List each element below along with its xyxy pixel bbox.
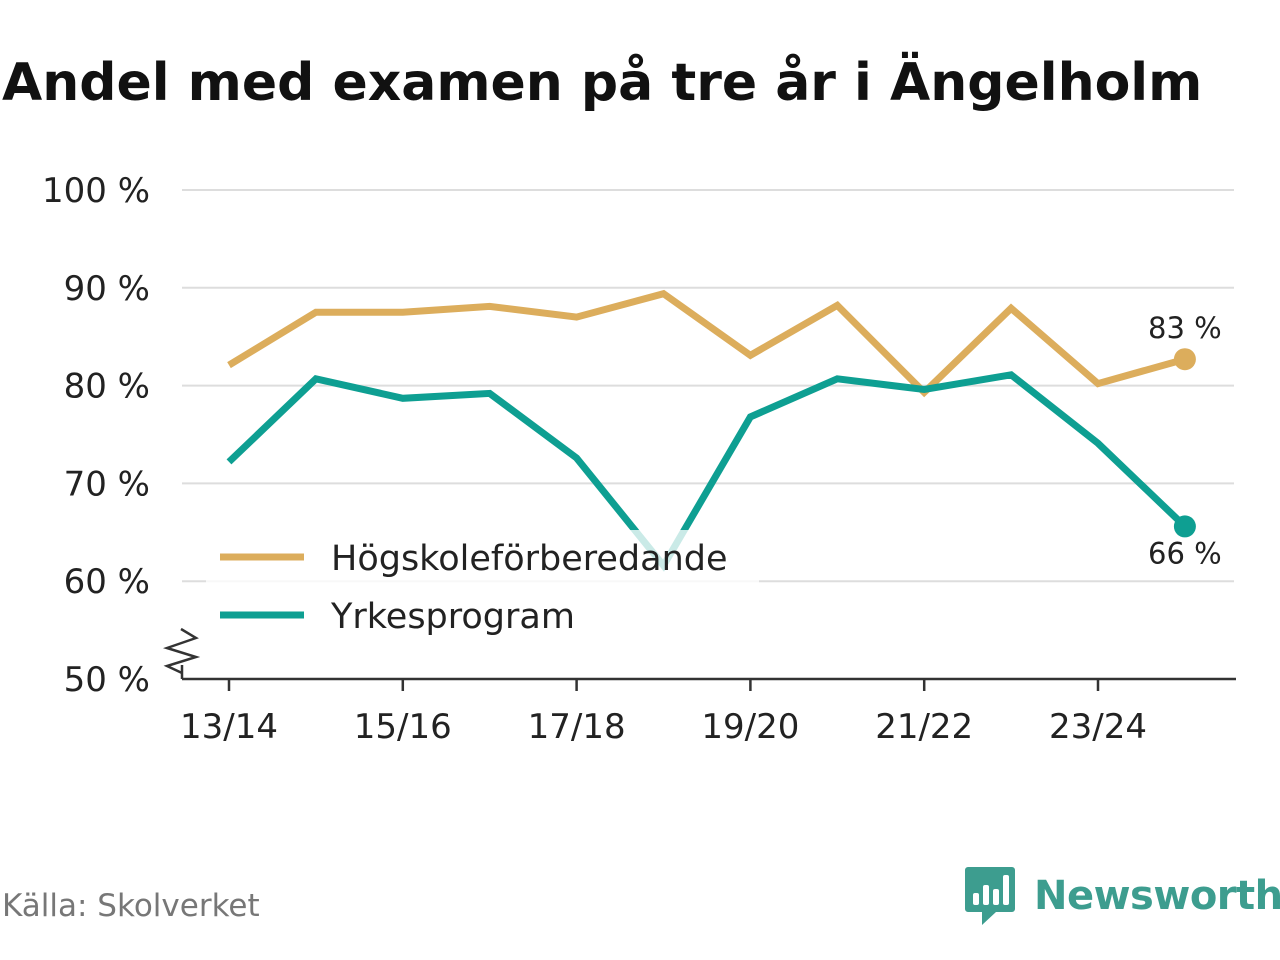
x-tick-label: 23/24 — [1049, 707, 1147, 747]
series-line-hogskoleforberedande — [227, 289, 1186, 398]
end-label-hogskoleforberedande: 83 % — [1148, 311, 1222, 345]
y-tick-label: 50 % — [64, 660, 150, 700]
brand-logo[interactable]: Newsworthy — [964, 864, 1280, 928]
y-tick-label: 60 % — [64, 562, 150, 602]
brand-name: Newsworthy — [1034, 873, 1280, 919]
x-tick-label: 15/16 — [354, 707, 452, 747]
y-tick-label: 90 % — [64, 269, 150, 309]
x-tick-label: 21/22 — [875, 707, 973, 747]
series-line-yrkesprogram — [226, 371, 1188, 572]
y-tick-label: 100 % — [42, 171, 150, 211]
end-labels: 83 % 66 % — [1148, 311, 1222, 570]
axes: 100 % 90 % 80 % 70 % 60 % 50 % 13/14 15/16 17/18… — [42, 171, 1236, 747]
x-tick-label: 19/20 — [701, 707, 799, 747]
series-lines — [226, 289, 1196, 572]
y-tick-label: 70 % — [64, 464, 150, 504]
source-note: Källa: Skolverket — [2, 888, 260, 924]
legend: Högskoleförberedande Yrkesprogram — [206, 530, 759, 644]
end-label-yrkesprogram: 66 % — [1148, 536, 1222, 570]
legend-label: Yrkesprogram — [330, 597, 575, 637]
y-axis-break-icon — [162, 627, 201, 675]
series-end-point — [1173, 348, 1196, 371]
newsworthy-logo-icon — [965, 867, 1015, 925]
x-tick-label: 17/18 — [528, 707, 626, 747]
legend-label: Högskoleförberedande — [331, 539, 728, 579]
x-tick-label: 13/14 — [180, 707, 278, 747]
chart-title: Andel med examen på tre år i Ängelholm — [2, 53, 1203, 113]
y-tick-label: 80 % — [64, 367, 150, 407]
series-end-point — [1173, 515, 1196, 538]
